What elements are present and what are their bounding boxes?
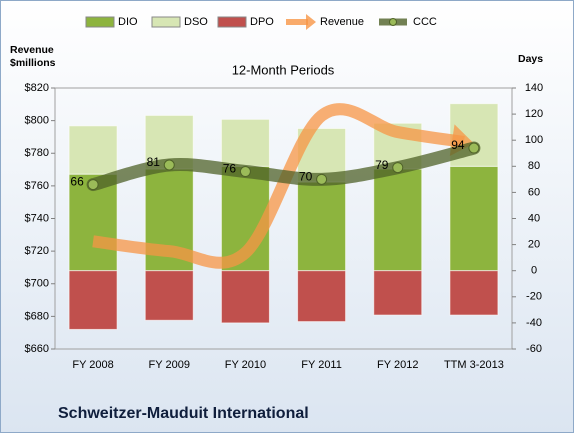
y-tick-label: $700 — [25, 278, 49, 290]
bar — [373, 168, 423, 272]
y2-tick-label: 40 — [528, 212, 540, 224]
y-tick-label: $800 — [25, 115, 49, 127]
y2-tick-label: 140 — [525, 82, 543, 94]
y2-tick-label: 0 — [531, 265, 537, 277]
bar — [144, 270, 194, 321]
ccc-point — [163, 159, 175, 171]
x-tick-label: FY 2012 — [377, 359, 418, 371]
x-tick-label: FY 2011 — [301, 359, 342, 371]
bar — [220, 118, 270, 167]
ccc-line — [86, 141, 481, 192]
y-tick-label: $740 — [25, 212, 49, 224]
y2-tick-label: -40 — [526, 317, 542, 329]
revenue-line — [92, 103, 465, 269]
legend-label: CCC — [413, 16, 437, 28]
bar — [449, 165, 499, 272]
y-tick-label: $680 — [25, 310, 49, 322]
y-tick-label: $720 — [25, 245, 49, 257]
bar — [373, 270, 423, 316]
data-label: 66 — [70, 175, 84, 189]
x-tick-label: FY 2009 — [149, 359, 190, 371]
data-label: 94 — [451, 138, 465, 152]
legend-label: Revenue — [320, 16, 364, 28]
y2-tick-label: -20 — [526, 291, 542, 303]
y-axis-title: Revenue $millions — [10, 44, 56, 69]
bar — [297, 270, 347, 323]
chart-title: 12-Month Periods — [232, 62, 335, 77]
y2-axis-title: Days — [518, 53, 544, 65]
bar — [68, 270, 118, 330]
legend-label: DSO — [184, 16, 208, 28]
legend-label: DPO — [250, 16, 274, 28]
y2-tick-label: -60 — [526, 343, 542, 355]
bar — [220, 270, 270, 324]
x-tick-label: FY 2008 — [72, 359, 113, 371]
ccc-point — [468, 142, 480, 154]
data-label: 76 — [223, 162, 237, 176]
bar — [68, 125, 118, 175]
y2-tick-label: 120 — [525, 108, 543, 120]
y-tick-label: $820 — [25, 82, 49, 94]
ccc-point — [239, 166, 251, 178]
legend-swatch — [306, 14, 316, 30]
footer: Schweitzer-Mauduit International — [58, 405, 309, 422]
legend-label: DIO — [118, 16, 138, 28]
y2-tick-label: 20 — [528, 239, 540, 251]
y-tick-label: $760 — [25, 180, 49, 192]
y2-tick-label: 60 — [528, 186, 540, 198]
bar — [297, 181, 347, 272]
ccc-point — [316, 173, 328, 185]
legend-swatch — [389, 18, 397, 26]
x-tick-label: TTM 3-2013 — [444, 359, 504, 371]
legend-swatch — [217, 16, 247, 28]
ccc-point — [392, 162, 404, 174]
y-tick-label: $780 — [25, 147, 49, 159]
data-label: 70 — [299, 170, 313, 184]
ccc-point — [87, 179, 99, 191]
x-tick-label: FY 2010 — [225, 359, 266, 371]
y2-tick-label: 100 — [525, 134, 543, 146]
data-label: 79 — [375, 158, 389, 172]
data-label: 81 — [147, 155, 161, 169]
y2-tick-label: 80 — [528, 160, 540, 172]
y-tick-label: $660 — [25, 343, 49, 355]
bar — [449, 270, 499, 316]
legend-swatch — [85, 16, 115, 28]
legend-swatch — [151, 16, 181, 28]
